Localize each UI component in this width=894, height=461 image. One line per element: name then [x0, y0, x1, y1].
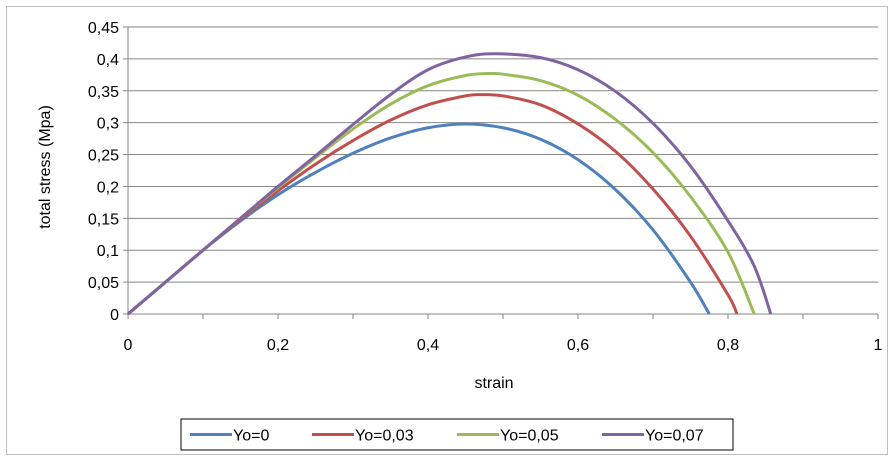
x-tick-label: 0,8	[717, 337, 739, 354]
y-tick-label: 0,05	[88, 275, 119, 292]
gridlines	[128, 26, 878, 283]
x-tick-label: 1	[874, 337, 883, 354]
y-tick-label: 0,45	[88, 20, 119, 37]
series-line-4	[127, 52, 773, 316]
axes	[123, 26, 879, 319]
x-tick-label: 0	[124, 337, 133, 354]
y-tick-label: 0,1	[97, 243, 119, 260]
y-tick-labels: 0 0,05 0,1 0,15 0,2 0,25 0,3 0,35 0,4 0,45	[88, 20, 119, 324]
x-tick-labels: 0 0,2 0,4 0,6 0,8 1	[124, 337, 883, 354]
legend-label: Yo=0	[233, 428, 269, 445]
y-tick-label: 0,15	[88, 211, 119, 228]
y-tick-label: 0,4	[97, 52, 119, 69]
x-tick-label: 0,6	[567, 337, 589, 354]
y-tick-label: 0,35	[88, 84, 119, 101]
legend-label: Yo=0,03	[355, 428, 414, 445]
legend-label: Yo=0,07	[645, 428, 704, 445]
y-tick-label: 0	[110, 307, 119, 324]
series-line-3	[127, 71, 756, 316]
series-lines	[127, 52, 773, 316]
y-axis-title: total stress (Mpa)	[37, 105, 54, 229]
x-tick-label: 0,4	[417, 337, 439, 354]
legend-label: Yo=0,05	[500, 428, 559, 445]
y-tick-label: 0,25	[88, 148, 119, 165]
series-line-1	[127, 122, 711, 316]
y-tick-label: 0,3	[97, 116, 119, 133]
x-axis-title: strain	[474, 375, 513, 392]
x-tick-label: 0,2	[267, 337, 289, 354]
legend: Yo=0 Yo=0,03 Yo=0,05 Yo=0,07	[180, 418, 734, 451]
y-tick-label: 0,2	[97, 179, 119, 196]
